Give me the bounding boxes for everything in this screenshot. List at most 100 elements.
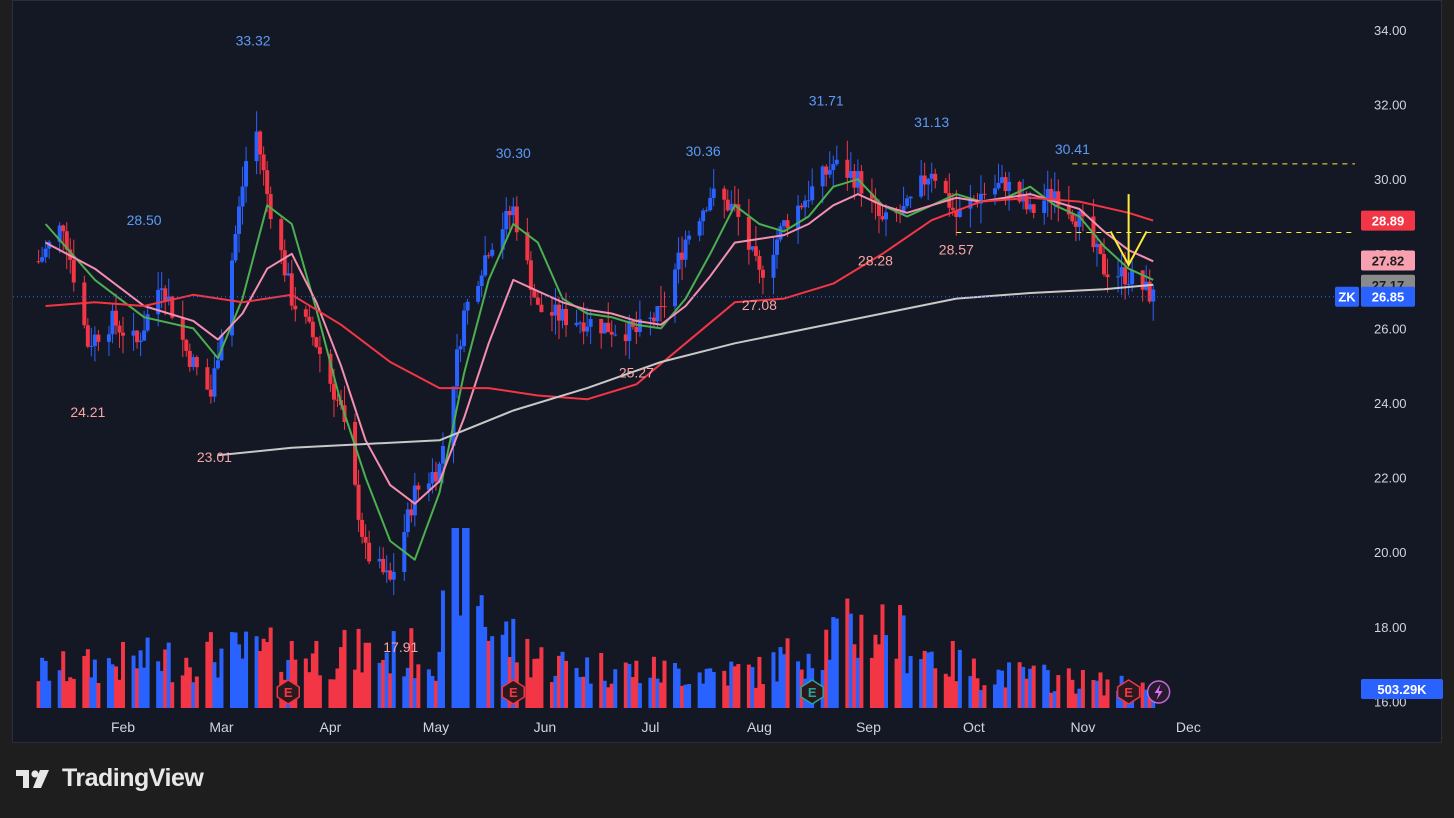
volume-bar [110, 664, 115, 708]
volume-bar [163, 649, 168, 708]
volume-bar [500, 634, 505, 708]
volume-bar [388, 673, 393, 708]
volume-bar [725, 685, 730, 708]
candle-body [908, 196, 913, 199]
candle-body [655, 306, 660, 322]
candle-body [609, 331, 614, 335]
volume-bar [757, 656, 762, 708]
volume-bar [1144, 689, 1149, 708]
volume-bar [106, 658, 111, 708]
earnings-badge-icon [800, 679, 824, 705]
volume-bar [648, 677, 653, 708]
candle-body [310, 321, 315, 338]
candle-body [180, 317, 185, 340]
price-chart[interactable]: 33.32 28.50 30.30 30.36 31.71 31.13 30.41 24.21… [13, 1, 1443, 744]
month-tick-label: Jun [534, 719, 557, 735]
chart-frame[interactable]: 33.32 28.50 30.30 30.36 31.71 31.13 30.41 24.21… [12, 0, 1443, 744]
candle-body [61, 225, 66, 232]
volume-bar [1024, 678, 1029, 708]
volume-bar [978, 690, 983, 708]
low-label: 28.57 [939, 242, 974, 258]
candle-body [623, 334, 628, 342]
volume-bar [827, 659, 832, 708]
flash-glyph [1154, 684, 1163, 700]
candle-body [483, 255, 488, 276]
candle-body [40, 257, 45, 262]
earnings-label: E [808, 685, 817, 700]
volume-bar [1042, 664, 1047, 708]
volume-bar [307, 672, 312, 708]
candle-body [64, 231, 69, 250]
volume-bar [240, 658, 245, 708]
price-tick-label: 34.00 [1374, 23, 1407, 38]
candle-body [1031, 204, 1036, 213]
symbol-label: ZK [1338, 290, 1356, 305]
volume-bar [156, 661, 161, 708]
candle-body [933, 173, 938, 181]
earnings-badge-icon [501, 679, 526, 705]
volume-bar [1073, 693, 1078, 708]
month-tick-label: Apr [320, 719, 342, 735]
candle-body [1003, 177, 1008, 192]
volume-bar [905, 673, 910, 708]
candle-body [317, 347, 322, 354]
volume-bar [113, 666, 118, 708]
candle-body [880, 216, 885, 220]
candle-body [215, 360, 220, 369]
candle-body [1070, 214, 1075, 222]
time-axis[interactable]: Feb Mar Apr May Jun Jul Aug Sep Oct Nov Dec [111, 719, 1201, 735]
volume-bar [574, 667, 579, 708]
low-label: 28.28 [858, 252, 893, 268]
volume-bar [876, 644, 881, 708]
candle-body [328, 353, 333, 384]
volume-bar [458, 615, 463, 708]
candle-body [1056, 191, 1061, 206]
candle-body [848, 170, 853, 178]
candle-body [680, 252, 685, 260]
candle-body [145, 314, 150, 331]
candle-body [535, 297, 540, 305]
candle-body [704, 210, 709, 212]
volume-bar [1094, 680, 1099, 708]
candle-body [335, 399, 340, 401]
candle-body [416, 485, 421, 490]
price-tag-label: 27.82 [1372, 254, 1405, 269]
candle-body [384, 570, 389, 573]
candle-body [131, 330, 136, 336]
price-axis[interactable]: 34.0032.0030.0028.0026.0024.0022.0020.00… [1374, 23, 1407, 709]
candle-body [1119, 267, 1124, 277]
volume-bar [367, 642, 372, 708]
candle-body [279, 219, 284, 251]
volume-bar [1102, 695, 1106, 708]
volume-bar [142, 667, 147, 708]
volume-bar [606, 687, 611, 708]
candle-body [722, 188, 727, 200]
candle-body [254, 131, 259, 162]
volume-bar [191, 682, 196, 708]
candle-body [950, 207, 955, 211]
volume-bar [1007, 662, 1012, 708]
candle-body [230, 260, 234, 336]
candle-body [560, 308, 565, 321]
candle-body [806, 200, 811, 202]
candle-body [1028, 204, 1033, 210]
candle-body [1098, 243, 1103, 254]
earnings-badge-icon [1116, 679, 1141, 705]
candle-body [1116, 276, 1121, 278]
volume-bar [722, 670, 727, 708]
candle-body [286, 273, 291, 276]
volume-bar [391, 631, 396, 708]
candle-body [785, 220, 790, 229]
candle-body [85, 325, 90, 347]
volume-bar [662, 660, 667, 708]
candle-body [1105, 274, 1110, 278]
candle-body [1147, 281, 1152, 302]
volume-bar [852, 644, 857, 708]
flash-icon [1146, 680, 1171, 704]
candle-body [187, 350, 192, 367]
candle-body [166, 296, 171, 301]
volume-bar [138, 650, 143, 708]
volume-bar [627, 663, 632, 708]
low-label: 23.01 [197, 449, 232, 465]
volume-bar [1091, 679, 1096, 708]
